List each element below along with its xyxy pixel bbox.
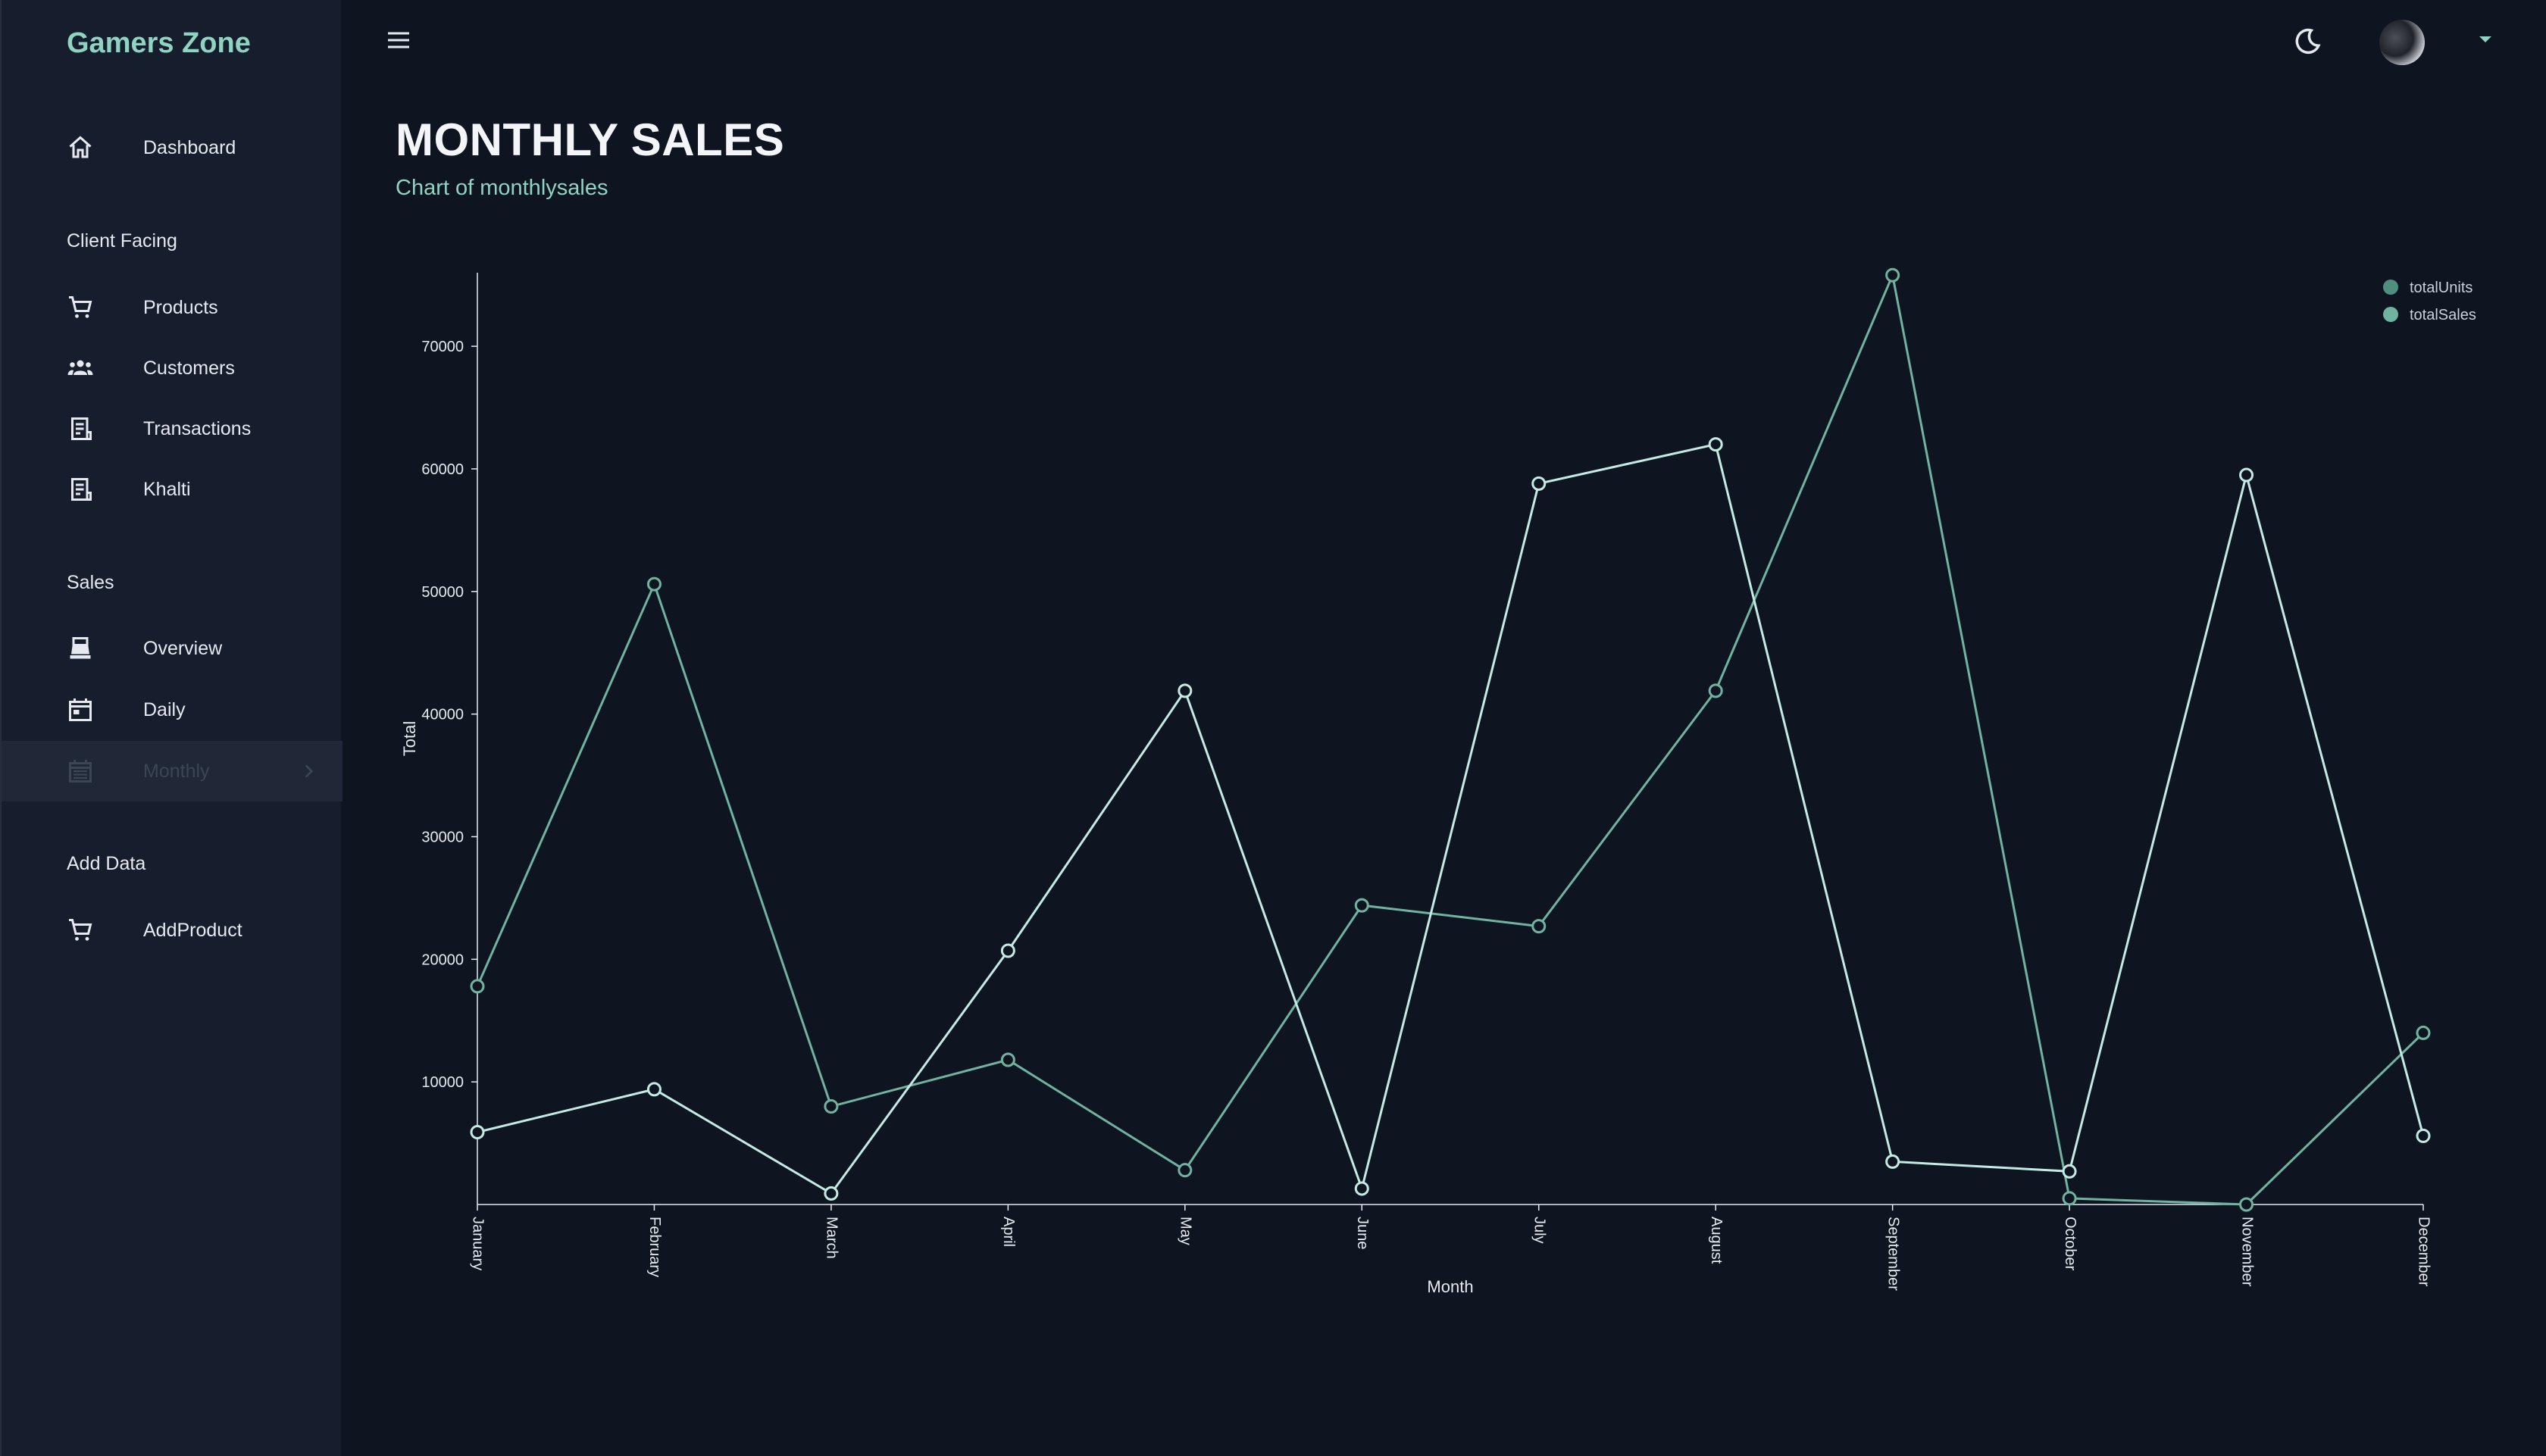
sidebar-item-khalti[interactable]: Khalti (2, 459, 342, 520)
x-tick-label: July (1531, 1217, 1547, 1244)
sidebar-item-label: Monthly (143, 760, 210, 782)
y-tick-label: 60000 (421, 461, 464, 478)
data-point-totalUnits (1178, 1163, 1193, 1178)
data-point-totalSales (2062, 1164, 2077, 1179)
sidebar-item-label: Transactions (143, 417, 252, 439)
y-tick-label: 40000 (421, 707, 464, 723)
data-point-totalUnits (470, 979, 485, 994)
data-point-totalSales (1531, 476, 1547, 491)
legend-label: totalSales (2410, 307, 2476, 323)
calendar-month-icon (67, 758, 94, 785)
sidebar-item-label: Customers (143, 357, 235, 379)
section-client-facing: Client Facing (67, 230, 177, 252)
cart-icon (67, 294, 94, 321)
sidebar-item-label: Products (143, 296, 218, 318)
hamburger-icon[interactable] (385, 29, 412, 52)
sidebar-item-overview[interactable]: Overview (2, 618, 342, 679)
y-tick-label: 50000 (421, 584, 464, 601)
x-axis-title: Month (1427, 1277, 1473, 1296)
chevron-right-icon (305, 764, 314, 778)
legend-swatch (2383, 307, 2398, 322)
sidebar-item-products[interactable]: Products (2, 277, 342, 338)
section-sales: Sales (67, 572, 114, 593)
y-tick-label: 70000 (421, 339, 464, 355)
avatar[interactable] (2379, 20, 2425, 65)
x-tick-label: January (470, 1217, 486, 1270)
section-add-data: Add Data (67, 853, 146, 874)
series-line-totalUnits (476, 271, 2425, 1206)
data-point-totalUnits (1354, 898, 1369, 913)
x-tick-label: November (2238, 1217, 2255, 1287)
cart-icon (67, 917, 94, 944)
calendar-icon (67, 696, 94, 723)
group-icon (67, 355, 94, 382)
sidebar-item-label: Dashboard (143, 136, 236, 158)
brand-logo[interactable]: Gamers Zone (67, 27, 251, 59)
data-point-totalSales (646, 1082, 662, 1097)
y-tick-label: 30000 (421, 829, 464, 845)
y-axis-title: Total (400, 721, 419, 756)
x-tick-label: October (2062, 1217, 2078, 1270)
moon-icon[interactable] (2291, 26, 2323, 58)
x-tick-label: March (824, 1217, 840, 1259)
legend-swatch (2383, 280, 2398, 295)
sidebar-item-dashboard[interactable]: Dashboard (2, 117, 342, 178)
data-point-totalUnits (2062, 1191, 2077, 1206)
receipt-icon (67, 415, 94, 442)
sidebar-item-label: Khalti (143, 478, 191, 500)
x-tick-label: April (1000, 1217, 1017, 1247)
caret-down-icon[interactable] (2476, 33, 2494, 45)
x-tick-label: August (1708, 1217, 1725, 1264)
sidebar-item-daily[interactable]: Daily (2, 680, 342, 740)
data-point-totalSales (470, 1125, 485, 1140)
series-line-totalSales (477, 442, 2425, 1195)
sidebar-item-addproduct[interactable]: AddProduct (2, 900, 342, 961)
legend-label: totalUnits (2410, 280, 2472, 296)
x-tick-label: June (1354, 1217, 1371, 1249)
y-tick-label: 20000 (421, 951, 464, 968)
data-point-totalUnits (1708, 683, 1723, 698)
data-point-totalSales (2416, 1128, 2431, 1143)
data-point-totalUnits (1885, 267, 1900, 283)
data-point-totalSales (2239, 467, 2254, 483)
x-tick-label: February (646, 1217, 663, 1277)
page-subtitle: Chart of monthlysales (396, 176, 608, 200)
data-point-totalSales (1354, 1181, 1369, 1196)
sidebar-item-label: Daily (143, 698, 186, 720)
data-point-totalUnits (2239, 1197, 2254, 1212)
x-tick-label: December (2416, 1217, 2432, 1287)
sidebar-item-transactions[interactable]: Transactions (2, 398, 342, 459)
data-point-totalUnits (1531, 919, 1547, 934)
data-point-totalSales (1708, 437, 1723, 452)
home-icon (67, 134, 94, 161)
sidebar-item-monthly[interactable]: Monthly (2, 741, 342, 801)
x-tick-label: September (1884, 1217, 1901, 1291)
sidebar-item-label: Overview (143, 637, 223, 659)
sidebar-item-customers[interactable]: Customers (2, 338, 342, 398)
y-tick-label: 10000 (421, 1074, 464, 1091)
data-point-totalSales (1178, 683, 1193, 698)
data-point-totalSales (824, 1186, 839, 1201)
sidebar: Gamers Zone Dashboard Client Facing Prod… (0, 0, 342, 1456)
data-point-totalUnits (1000, 1052, 1015, 1067)
data-point-totalSales (1000, 943, 1015, 958)
x-tick-label: May (1178, 1217, 1194, 1245)
data-point-totalUnits (2416, 1025, 2431, 1040)
data-point-totalUnits (824, 1099, 839, 1114)
data-point-totalUnits (646, 576, 662, 592)
receipt-icon (67, 476, 94, 503)
page-title: MONTHLY SALES (396, 114, 785, 165)
sidebar-item-label: AddProduct (143, 919, 242, 941)
data-point-totalSales (1885, 1154, 1900, 1169)
point-of-sale-icon (67, 635, 94, 662)
